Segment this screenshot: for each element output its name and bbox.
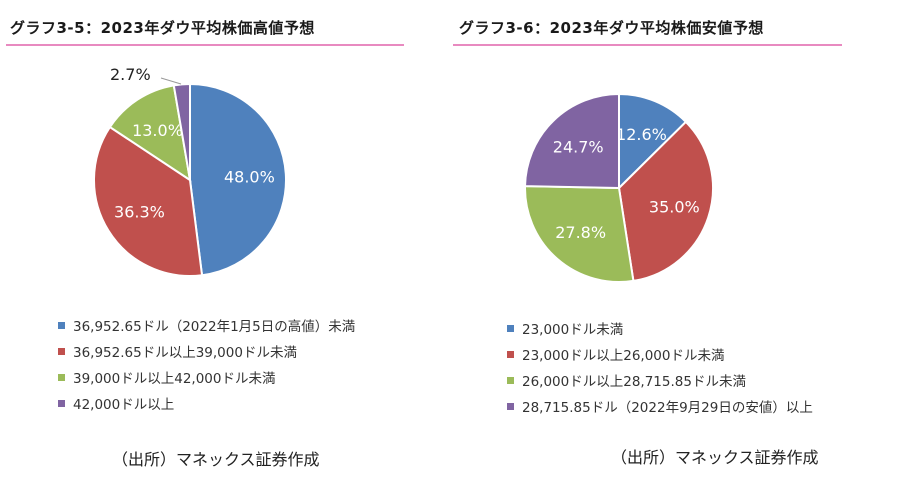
title-underline <box>453 44 842 46</box>
chart-title: グラフ3-6：2023年ダウ平均株価安値予想 <box>459 19 764 37</box>
legend-swatch <box>58 373 65 381</box>
data-label: 27.8% <box>555 223 606 242</box>
legend-label: 28,715.85ドル（2022年9月29日の安値）以上 <box>522 400 813 416</box>
legend-label: 36,952.65ドル以上39,000ドル未満 <box>73 345 297 361</box>
legend-item: 26,000ドル以上28,715.85ドル未満 <box>507 367 813 393</box>
pie-slice <box>618 92 688 191</box>
pie-slice <box>108 84 192 183</box>
data-label: 24.7% <box>553 137 604 156</box>
legend-item: 23,000ドル以上26,000ドル未満 <box>507 341 813 367</box>
legend: 36,952.65ドル（2022年1月5日の高値）未満 36,952.65ドル以… <box>58 312 355 416</box>
legend-item: 36,952.65ドル以上39,000ドル未満 <box>58 338 355 364</box>
data-label: 48.0% <box>224 167 275 186</box>
legend-item: 42,000ドル以上 <box>58 390 355 416</box>
chart-panel-low: グラフ3-6：2023年ダウ平均株価安値予想 12.6% 35.0% 27.8% 24… <box>449 0 897 499</box>
legend-swatch <box>507 324 514 332</box>
legend-swatch <box>58 321 65 329</box>
legend-swatch <box>58 347 65 355</box>
data-label: 2.7% <box>110 65 151 84</box>
legend-item: 36,952.65ドル（2022年1月5日の高値）未満 <box>58 312 355 338</box>
source-note: （出所）マネックス証券作成 <box>611 448 819 467</box>
legend-label: 36,952.65ドル（2022年1月5日の高値）未満 <box>73 319 356 335</box>
legend-label: 23,000ドル以上26,000ドル未満 <box>522 348 725 364</box>
pie-chart-low: 12.6% 35.0% 27.8% 24.7% <box>523 92 714 283</box>
chart-title: グラフ3-5：2023年ダウ平均株価高値予想 <box>10 19 315 37</box>
legend-item: 39,000ドル以上42,000ドル未満 <box>58 364 355 390</box>
pie-slice <box>172 82 191 181</box>
leader-line <box>160 77 182 85</box>
legend-item: 28,715.85ドル（2022年9月29日の安値）以上 <box>507 393 813 419</box>
legend-label: 26,000ドル以上28,715.85ドル未満 <box>522 374 746 390</box>
legend-label: 42,000ドル以上 <box>73 397 175 413</box>
legend-swatch <box>507 402 514 410</box>
data-label: 12.6% <box>616 125 667 144</box>
source-note: （出所）マネックス証券作成 <box>112 450 320 469</box>
data-label: 36.3% <box>114 202 165 221</box>
legend-label: 39,000ドル以上42,000ドル未満 <box>73 371 276 387</box>
legend-swatch <box>507 376 514 384</box>
pie-slice <box>189 82 287 277</box>
title-underline <box>6 44 404 46</box>
data-label: 13.0% <box>132 121 183 140</box>
data-label: 35.0% <box>649 197 700 216</box>
pie-slice <box>617 120 714 283</box>
legend-item: 23,000ドル未満 <box>507 315 813 341</box>
pie-slice <box>93 125 204 277</box>
pie-chart-high: 48.0% 36.3% 13.0% 2.7% <box>93 65 287 277</box>
legend-swatch <box>507 350 514 358</box>
pie-slice <box>524 185 635 283</box>
chart-panel-high: グラフ3-5：2023年ダウ平均株価高値予想 48.0% 36.3% 13.0% 2.… <box>0 0 448 499</box>
legend: 23,000ドル未満 23,000ドル以上26,000ドル未満 26,000ドル… <box>507 315 813 419</box>
legend-label: 23,000ドル未満 <box>522 322 624 338</box>
legend-swatch <box>58 399 65 407</box>
pie-slice <box>523 92 620 190</box>
